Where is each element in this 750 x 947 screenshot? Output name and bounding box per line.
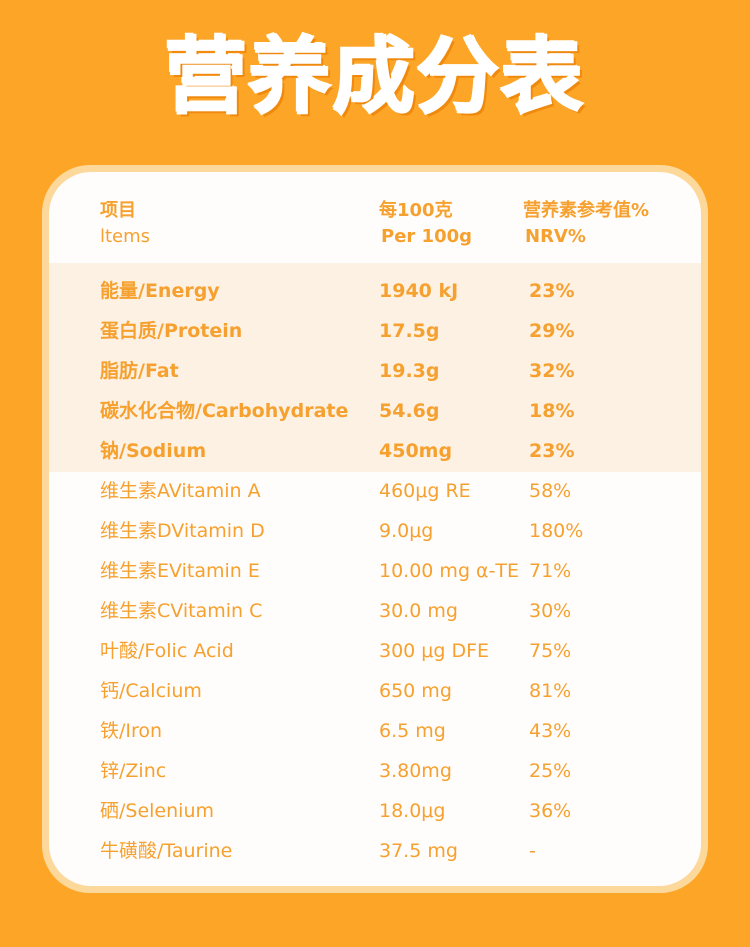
- row-nrv: 36%: [529, 800, 572, 822]
- row-amount: 17.5g: [379, 320, 440, 342]
- row-amount: 6.5 mg: [379, 720, 446, 742]
- header-nrv-cn: 营养素参考值%: [523, 200, 650, 221]
- row-item: 蛋白质/Protein: [100, 320, 243, 342]
- row-amount: 450mg: [379, 440, 453, 462]
- row-amount: 54.6g: [379, 400, 440, 422]
- header-amount-en: Per 100g: [381, 226, 473, 247]
- nutrition-table: 项目 ltems 每100克 Per 100g 营养素参考值% NRV% 能量/…: [49, 172, 701, 886]
- row-amount: 300 μg DFE: [379, 640, 490, 662]
- row-nrv: 180%: [529, 520, 584, 542]
- row-nrv: 29%: [529, 320, 575, 342]
- row-nrv: 25%: [529, 760, 572, 782]
- row-item: 硒/Selenium: [100, 800, 214, 822]
- row-item: 维生素EVitamin E: [100, 560, 260, 582]
- row-amount: 37.5 mg: [379, 840, 458, 862]
- header-nrv-en: NRV%: [525, 226, 586, 247]
- row-item: 脂肪/Fat: [100, 360, 179, 382]
- row-item: 碳水化合物/Carbohydrate: [100, 400, 349, 422]
- row-amount: 3.80mg: [379, 760, 452, 782]
- header-items-cn: 项目: [100, 200, 136, 221]
- row-item: 钙/Calcium: [100, 680, 202, 702]
- row-amount: 19.3g: [379, 360, 440, 382]
- row-item: 锌/Zinc: [100, 760, 167, 782]
- row-item: 钠/Sodium: [100, 440, 207, 462]
- row-nrv: 18%: [529, 400, 575, 422]
- row-amount: 650 mg: [379, 680, 452, 702]
- row-nrv: 43%: [529, 720, 572, 742]
- row-amount: 30.0 mg: [379, 600, 458, 622]
- row-amount: 18.0μg: [379, 800, 446, 822]
- row-item: 维生素CVitamin C: [100, 600, 263, 622]
- row-nrv: -: [529, 840, 536, 862]
- row-item: 维生素AVitamin A: [100, 480, 261, 502]
- row-amount: 460μg RE: [379, 480, 471, 502]
- row-amount: 10.00 mg α-TE: [379, 560, 520, 582]
- row-nrv: 23%: [529, 280, 575, 302]
- row-item: 叶酸/Folic Acid: [100, 640, 234, 662]
- row-nrv: 58%: [529, 480, 572, 502]
- row-amount: 9.0μg: [379, 520, 434, 542]
- row-amount: 1940 kJ: [379, 280, 459, 302]
- row-item: 牛磺酸/Taurine: [100, 840, 233, 862]
- header-amount-cn: 每100克: [379, 200, 453, 221]
- row-item: 能量/Energy: [100, 280, 220, 302]
- row-nrv: 32%: [529, 360, 575, 382]
- row-nrv: 23%: [529, 440, 575, 462]
- row-nrv: 71%: [529, 560, 572, 582]
- row-item: 铁/Iron: [100, 720, 163, 742]
- row-nrv: 81%: [529, 680, 572, 702]
- page-title: 营养成分表: [164, 29, 585, 126]
- row-nrv: 75%: [529, 640, 572, 662]
- highlight-band: [49, 263, 701, 472]
- header-items-en: ltems: [100, 226, 151, 247]
- row-nrv: 30%: [529, 600, 572, 622]
- row-item: 维生素DVitamin D: [100, 520, 265, 542]
